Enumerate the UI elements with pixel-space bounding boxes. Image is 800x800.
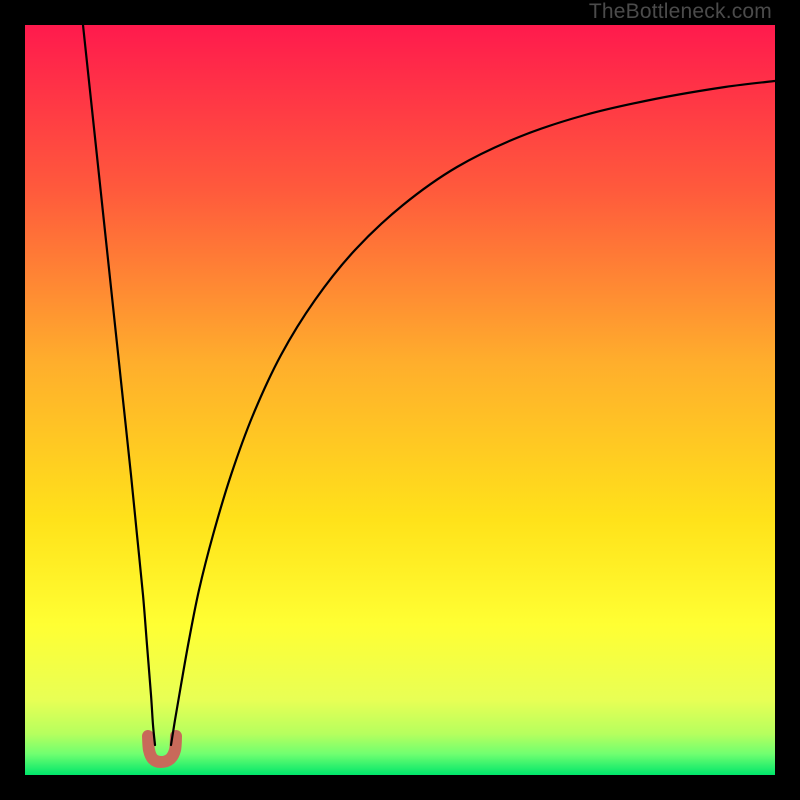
plot-svg — [25, 25, 775, 775]
plot-area — [25, 25, 775, 775]
chart-frame: TheBottleneck.com — [0, 0, 800, 800]
watermark-text: TheBottleneck.com — [589, 0, 772, 24]
gradient-background — [25, 25, 775, 775]
